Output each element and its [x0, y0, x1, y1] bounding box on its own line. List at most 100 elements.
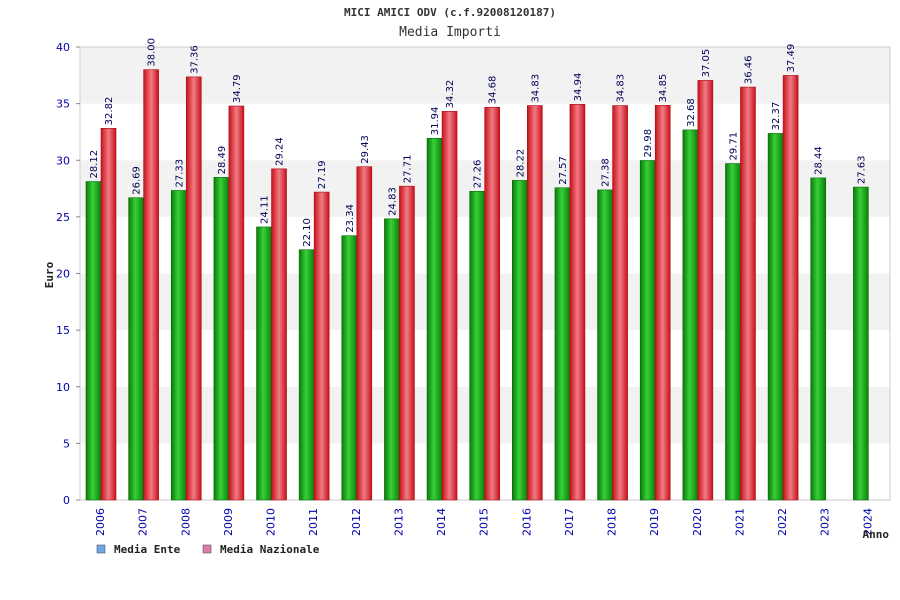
data-label: 34.83	[530, 74, 541, 103]
data-label: 32.37	[771, 102, 782, 131]
bar-media-nazionale	[356, 166, 373, 501]
bar-media-ente	[384, 218, 400, 501]
bar-media-nazionale	[782, 75, 799, 501]
bar-media-ente	[170, 190, 187, 501]
legend-label: Media Nazionale	[220, 543, 320, 556]
data-label: 34.68	[488, 76, 499, 105]
bars: 28.12 32.82 26.69 38.00 27.33 37.36 28.49 34.79…	[85, 38, 869, 501]
x-tick-label: 2012	[350, 508, 363, 536]
data-label: 27.71	[402, 155, 413, 184]
legend: Media Ente Media Nazionale	[96, 543, 320, 556]
bar-media-nazionale	[143, 69, 159, 501]
bar-media-nazionale	[100, 128, 117, 501]
bar-media-ente	[639, 160, 656, 501]
x-tick-label: 2020	[691, 508, 704, 536]
data-label: 27.19	[317, 160, 328, 189]
data-label: 28.22	[515, 149, 526, 178]
data-label: 27.57	[558, 156, 569, 185]
data-label: 28.44	[814, 146, 825, 175]
data-label: 22.10	[302, 218, 313, 247]
bar-media-ente	[725, 163, 741, 501]
bar-media-nazionale	[612, 105, 628, 501]
bar-media-ente	[426, 137, 443, 501]
x-axis-title: Anno	[863, 528, 890, 541]
bar-media-nazionale	[697, 80, 714, 501]
bar-media-nazionale	[654, 105, 671, 501]
data-label: 34.32	[445, 80, 456, 109]
x-tick-label: 2022	[776, 508, 789, 536]
bar-media-ente	[213, 177, 230, 501]
data-label: 26.69	[132, 166, 143, 195]
bar-media-nazionale	[228, 105, 245, 501]
x-tick-label: 2018	[606, 508, 619, 536]
data-label: 34.94	[573, 73, 584, 102]
data-label: 27.38	[601, 158, 612, 187]
data-label: 29.71	[728, 132, 739, 161]
data-label: 31.94	[430, 107, 441, 136]
bar-media-nazionale	[740, 86, 756, 501]
data-label: 29.43	[360, 135, 371, 164]
bar-media-ente	[256, 226, 272, 501]
bar-media-nazionale	[313, 191, 330, 501]
x-tick-label: 2019	[648, 508, 661, 536]
bar-media-ente	[469, 190, 485, 501]
y-tick-label: 5	[63, 437, 70, 450]
bar-media-ente	[597, 189, 613, 501]
x-tick-label: 2011	[307, 508, 320, 536]
data-label: 23.34	[345, 204, 356, 233]
data-label: 37.49	[786, 44, 797, 73]
x-tick-label: 2016	[520, 508, 533, 536]
data-label: 29.24	[275, 137, 286, 166]
data-label: 27.33	[174, 159, 185, 188]
y-tick-label: 30	[56, 154, 70, 167]
data-label: 34.83	[616, 74, 627, 103]
bar-media-ente	[554, 187, 571, 501]
data-label: 28.12	[89, 150, 100, 179]
legend-swatch	[202, 544, 212, 554]
data-label: 34.85	[658, 74, 669, 103]
bar-media-ente	[682, 129, 699, 501]
data-label: 24.11	[260, 195, 271, 224]
y-tick-label: 15	[56, 324, 70, 337]
x-tick-label: 2014	[435, 508, 448, 536]
legend-swatch	[96, 544, 106, 554]
data-label: 27.26	[473, 160, 484, 189]
data-label: 29.98	[643, 129, 654, 158]
data-label: 37.36	[189, 45, 200, 74]
bar-media-ente	[85, 181, 102, 501]
y-tick-label: 25	[56, 211, 70, 224]
bar-media-ente	[853, 186, 869, 501]
y-tick-label: 0	[63, 494, 70, 507]
x-tick-label: 2006	[94, 508, 107, 536]
data-label: 34.79	[232, 74, 243, 103]
data-label: 27.63	[856, 155, 867, 184]
bar-media-nazionale	[569, 104, 586, 501]
y-tick-label: 35	[56, 98, 70, 111]
bar-media-nazionale	[527, 105, 543, 501]
bar-media-nazionale	[441, 111, 458, 501]
y-axis-title: Euro	[43, 261, 56, 288]
x-tick-label: 2021	[733, 508, 746, 536]
data-label: 36.46	[743, 55, 754, 84]
x-tick-label: 2008	[179, 508, 192, 536]
y-tick-label: 10	[56, 381, 70, 394]
data-label: 32.68	[686, 98, 697, 127]
bar-media-ente	[341, 235, 358, 501]
chart-subtitle: Media Importi	[399, 25, 501, 40]
x-tick-label: 2010	[265, 508, 278, 536]
chart-title: MICI AMICI ODV (c.f.92008120187)	[344, 6, 556, 19]
legend-label: Media Ente	[114, 543, 181, 556]
bar-media-ente	[512, 180, 528, 501]
data-label: 32.82	[104, 97, 115, 126]
x-tick-label: 2009	[222, 508, 235, 536]
y-axis: 0 5 10 15 20 25 30 35 40	[56, 41, 80, 507]
x-tick-label: 2017	[563, 508, 576, 536]
x-axis: 2006 2007 2008 2009 2010 2011 2012 2013 2014 2015…	[94, 508, 874, 536]
bar-media-ente	[767, 133, 784, 501]
bar-media-nazionale	[484, 106, 500, 501]
y-tick-label: 20	[56, 268, 70, 281]
bar-media-ente	[128, 197, 144, 501]
bar-media-nazionale	[185, 76, 202, 501]
x-tick-label: 2007	[137, 508, 150, 536]
